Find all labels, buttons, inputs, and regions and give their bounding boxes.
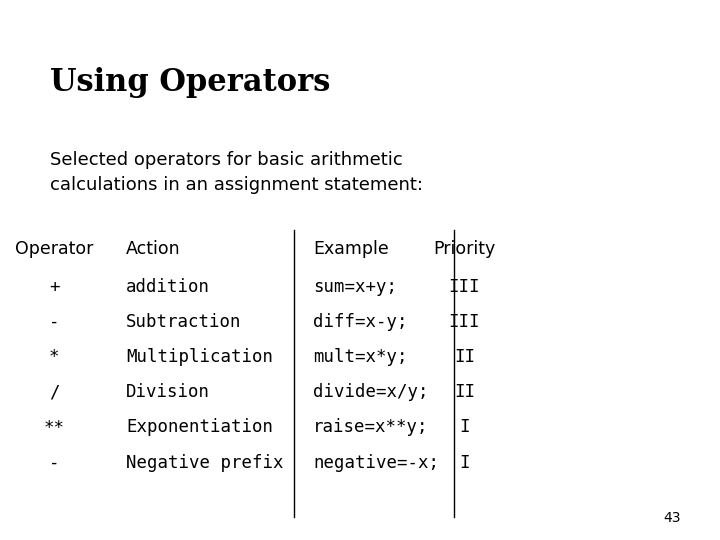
Text: Multiplication: Multiplication — [126, 348, 273, 366]
Text: divide=x/y;: divide=x/y; — [313, 383, 428, 401]
Text: Subtraction: Subtraction — [126, 313, 241, 331]
Text: Exponentiation: Exponentiation — [126, 418, 273, 436]
Text: I: I — [459, 454, 469, 471]
Text: /: / — [49, 383, 59, 401]
Text: *: * — [49, 348, 59, 366]
Text: Priority: Priority — [433, 240, 495, 258]
Text: -: - — [49, 313, 59, 331]
Text: sum=x+y;: sum=x+y; — [313, 278, 397, 296]
Text: **: ** — [43, 418, 65, 436]
Text: Operator: Operator — [15, 240, 93, 258]
Text: I: I — [459, 418, 469, 436]
Text: II: II — [454, 348, 475, 366]
Text: Example: Example — [313, 240, 389, 258]
Text: diff=x-y;: diff=x-y; — [313, 313, 408, 331]
Text: -: - — [49, 454, 59, 471]
Text: negative=-x;: negative=-x; — [313, 454, 439, 471]
Text: +: + — [49, 278, 59, 296]
Text: mult=x*y;: mult=x*y; — [313, 348, 408, 366]
Text: III: III — [449, 313, 480, 331]
Text: addition: addition — [126, 278, 210, 296]
Text: Division: Division — [126, 383, 210, 401]
Text: raise=x**y;: raise=x**y; — [313, 418, 428, 436]
Text: Negative prefix: Negative prefix — [126, 454, 284, 471]
Text: Using Operators: Using Operators — [50, 68, 330, 98]
Text: Action: Action — [126, 240, 181, 258]
Text: III: III — [449, 278, 480, 296]
Text: Selected operators for basic arithmetic
calculations in an assignment statement:: Selected operators for basic arithmetic … — [50, 151, 423, 194]
Text: 43: 43 — [663, 511, 680, 525]
Text: II: II — [454, 383, 475, 401]
